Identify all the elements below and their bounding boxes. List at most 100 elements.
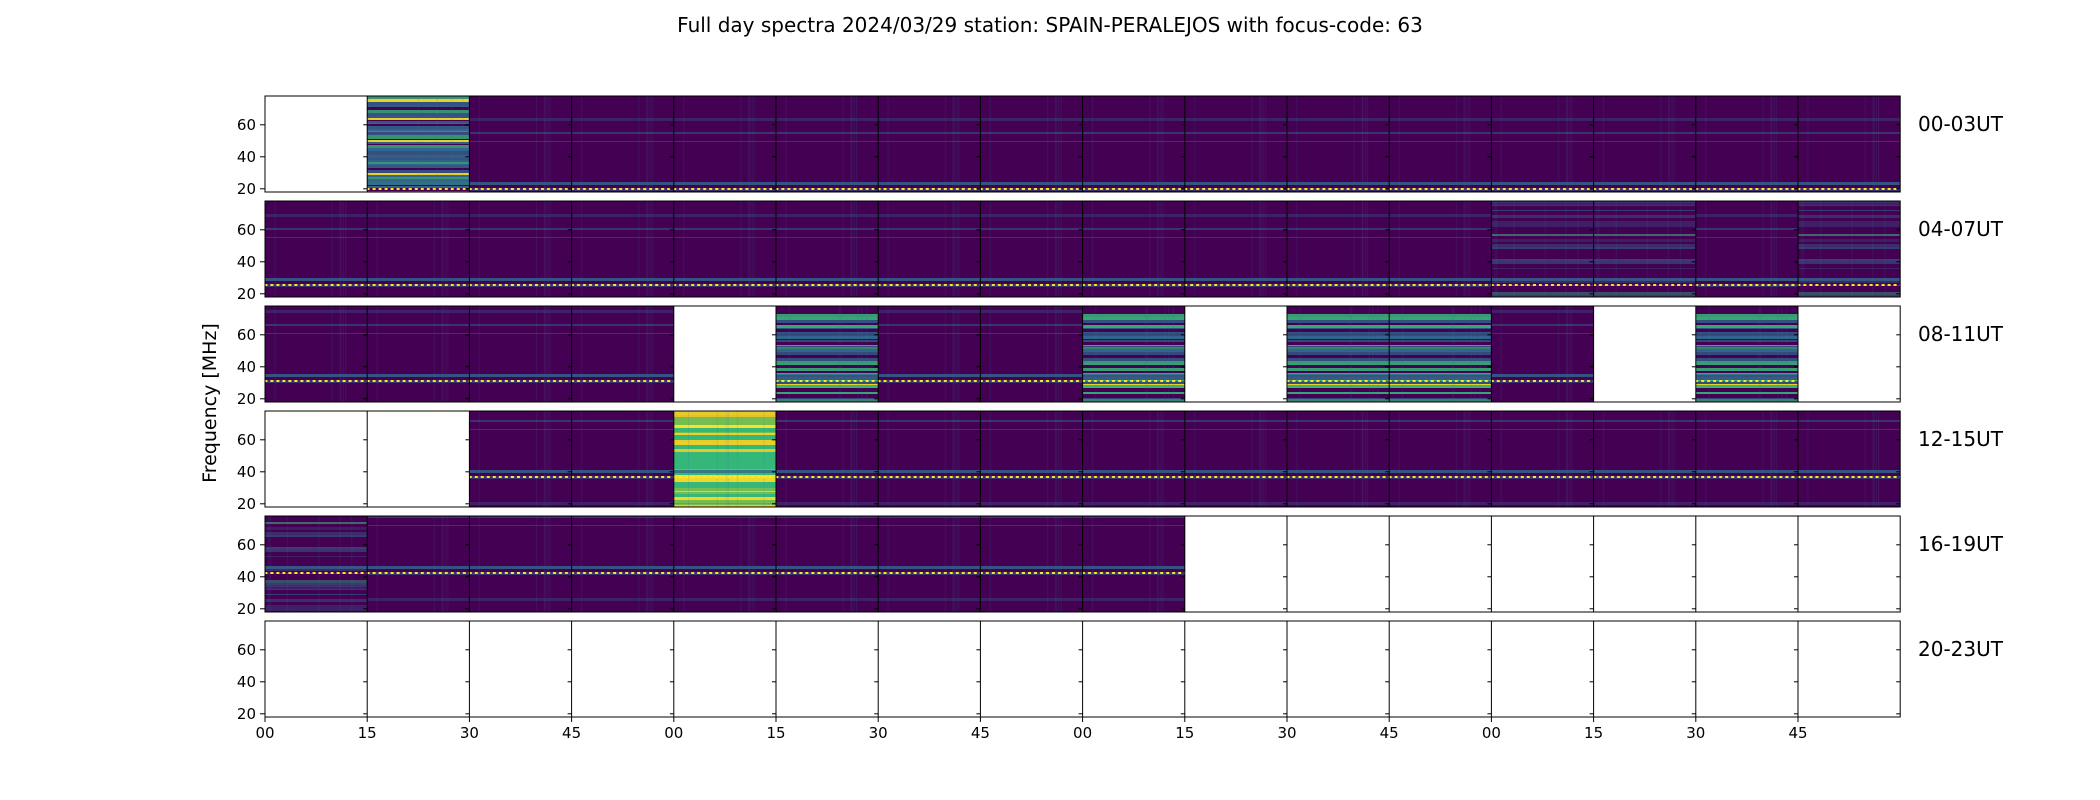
spectrum-panel xyxy=(1287,306,1390,402)
spectrum-panel xyxy=(980,516,1083,612)
spectrum-panel xyxy=(980,201,1083,297)
empty-panel xyxy=(265,621,368,717)
x-tick-label: 45 xyxy=(562,724,581,742)
empty-panel xyxy=(1798,306,1901,402)
y-tick-label: 20 xyxy=(237,600,256,618)
spectrum-panel xyxy=(469,516,572,612)
empty-panel xyxy=(1798,621,1901,717)
spectrum-panel xyxy=(571,96,674,192)
spectrum-panel xyxy=(265,201,368,297)
spectrum-panel xyxy=(980,411,1083,507)
spectrum-panel xyxy=(1491,411,1594,507)
empty-panel xyxy=(1491,621,1594,717)
row-frame xyxy=(264,200,1901,298)
spectrum-panel xyxy=(878,96,981,192)
spectrum-panel xyxy=(469,411,572,507)
spectrum-panel xyxy=(1389,201,1492,297)
spectrum-panel xyxy=(469,96,572,192)
spectrum-panel xyxy=(1695,96,1798,192)
empty-panel xyxy=(776,621,879,717)
spectrum-panel xyxy=(878,411,981,507)
empty-panel xyxy=(1593,516,1696,612)
empty-panel xyxy=(1593,621,1696,717)
empty-panel xyxy=(367,411,470,507)
empty-panel xyxy=(1184,621,1287,717)
y-tick-label: 40 xyxy=(237,358,256,376)
spectrum-panel xyxy=(1184,411,1287,507)
spectrum-panel xyxy=(1491,306,1594,402)
spectrum-panel xyxy=(1695,411,1798,507)
empty-panel xyxy=(1389,621,1492,717)
spectrum-panel xyxy=(1593,96,1696,192)
empty-panel xyxy=(265,411,368,507)
spectra-row: 20 40 60 16-19UT xyxy=(237,515,2004,618)
spectrum-panel xyxy=(367,96,470,192)
spectrum-panel xyxy=(673,201,776,297)
y-tick-label: 20 xyxy=(237,495,256,513)
spectrum-panel xyxy=(1389,411,1492,507)
spectrum-panel xyxy=(1082,411,1185,507)
empty-panel xyxy=(1798,516,1901,612)
row-label: 04-07UT xyxy=(1918,217,2004,241)
y-tick-label: 60 xyxy=(237,641,256,659)
spectrum-panel xyxy=(980,306,1083,402)
spectrum-panel xyxy=(265,516,368,612)
x-tick-label: 45 xyxy=(971,724,990,742)
chart-title: Full day spectra 2024/03/29 station: SPA… xyxy=(677,13,1423,37)
spectrum-panel xyxy=(469,306,572,402)
spectrum-panel xyxy=(776,306,879,402)
x-tick-label: 15 xyxy=(358,724,377,742)
row-label: 12-15UT xyxy=(1918,427,2004,451)
spectrum-panel xyxy=(1798,201,1901,297)
spectrum-panel xyxy=(673,411,776,507)
y-tick-label: 20 xyxy=(237,390,256,408)
empty-panel xyxy=(1184,306,1287,402)
empty-panel xyxy=(1287,621,1390,717)
row-frame xyxy=(264,515,1901,613)
x-tick-label: 15 xyxy=(766,724,785,742)
x-tick-label: 15 xyxy=(1584,724,1603,742)
x-tick-label: 00 xyxy=(1482,724,1501,742)
spectrum-panel xyxy=(1491,201,1594,297)
y-tick-label: 40 xyxy=(237,253,256,271)
spectrum-panel xyxy=(1082,516,1185,612)
spectra-row: 20 40 60 04-07UT xyxy=(237,200,2004,303)
y-tick-label: 40 xyxy=(237,148,256,166)
empty-panel xyxy=(469,621,572,717)
spectrum-panel xyxy=(571,516,674,612)
spectrum-panel xyxy=(776,516,879,612)
spectrum-panel xyxy=(571,411,674,507)
empty-panel xyxy=(1695,516,1798,612)
empty-panel xyxy=(1695,621,1798,717)
spectrum-panel xyxy=(1389,96,1492,192)
spectrum-panel xyxy=(1184,201,1287,297)
row-label: 16-19UT xyxy=(1918,532,2004,556)
y-tick-label: 60 xyxy=(237,116,256,134)
spectrum-panel xyxy=(1491,96,1594,192)
spectrum-panel xyxy=(469,201,572,297)
spectra-row: 20 40 60 00-03UT xyxy=(237,95,2004,198)
spectrum-panel xyxy=(571,201,674,297)
row-label: 20-23UT xyxy=(1918,637,2004,661)
spectrum-panel xyxy=(1798,96,1901,192)
y-tick-label: 40 xyxy=(237,463,256,481)
spectrum-panel xyxy=(776,201,879,297)
x-tick-label: 30 xyxy=(1686,724,1705,742)
empty-panel xyxy=(980,621,1083,717)
spectrum-panel xyxy=(776,411,879,507)
x-tick-label: 30 xyxy=(1277,724,1296,742)
empty-panel xyxy=(1491,516,1594,612)
spectra-row: 20 40 60 08-11UT xyxy=(237,305,2004,408)
spectrum-panel xyxy=(1082,306,1185,402)
y-tick-label: 60 xyxy=(237,221,256,239)
spectra-row: 20 40 60 20-23UT xyxy=(237,620,2004,723)
spectrum-panel xyxy=(673,516,776,612)
spectra-row: 20 40 60 12-15UT xyxy=(237,410,2004,513)
row-label: 08-11UT xyxy=(1918,322,2004,346)
row-frame xyxy=(264,410,1901,508)
empty-panel xyxy=(878,621,981,717)
empty-panel xyxy=(1082,621,1185,717)
x-tick-label: 30 xyxy=(869,724,888,742)
empty-panel xyxy=(265,96,368,192)
